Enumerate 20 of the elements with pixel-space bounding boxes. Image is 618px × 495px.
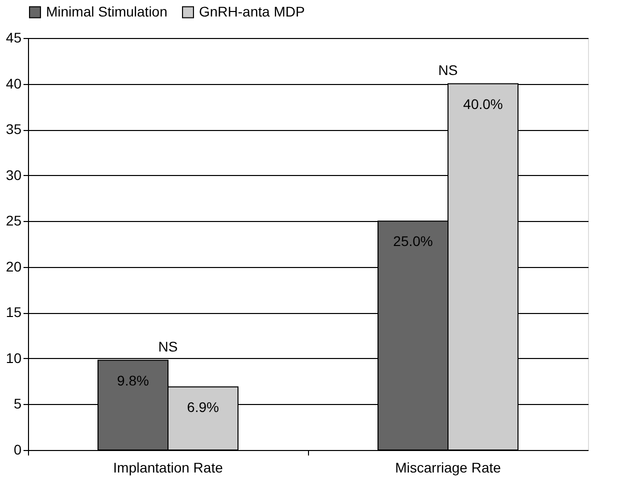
y-tick-label: 40 [6, 75, 22, 92]
y-tick-label: 5 [14, 396, 22, 412]
annotation: NS [438, 62, 458, 78]
y-tick-label: 25 [6, 212, 22, 229]
y-tick-label: 30 [6, 166, 22, 183]
data-label: 25.0% [393, 233, 433, 250]
legend-label: Minimal Stimulation [46, 3, 168, 20]
y-tick-label: 20 [6, 258, 22, 274]
x-tick-label: Implantation Rate [113, 460, 224, 476]
data-label: 40.0% [463, 96, 503, 112]
annotation: NS [158, 338, 178, 354]
y-tick-label: 15 [6, 304, 22, 320]
x-tick-label: Miscarriage Rate [395, 460, 502, 476]
y-tick-label: 10 [6, 350, 22, 366]
y-tick-label: 45 [6, 30, 22, 46]
data-label: 6.9% [187, 398, 219, 415]
y-tick-label: 0 [14, 442, 22, 458]
data-label: 9.8% [117, 372, 149, 388]
y-tick-label: 35 [6, 121, 22, 138]
legend-label: GnRH-anta MDP [199, 3, 305, 20]
